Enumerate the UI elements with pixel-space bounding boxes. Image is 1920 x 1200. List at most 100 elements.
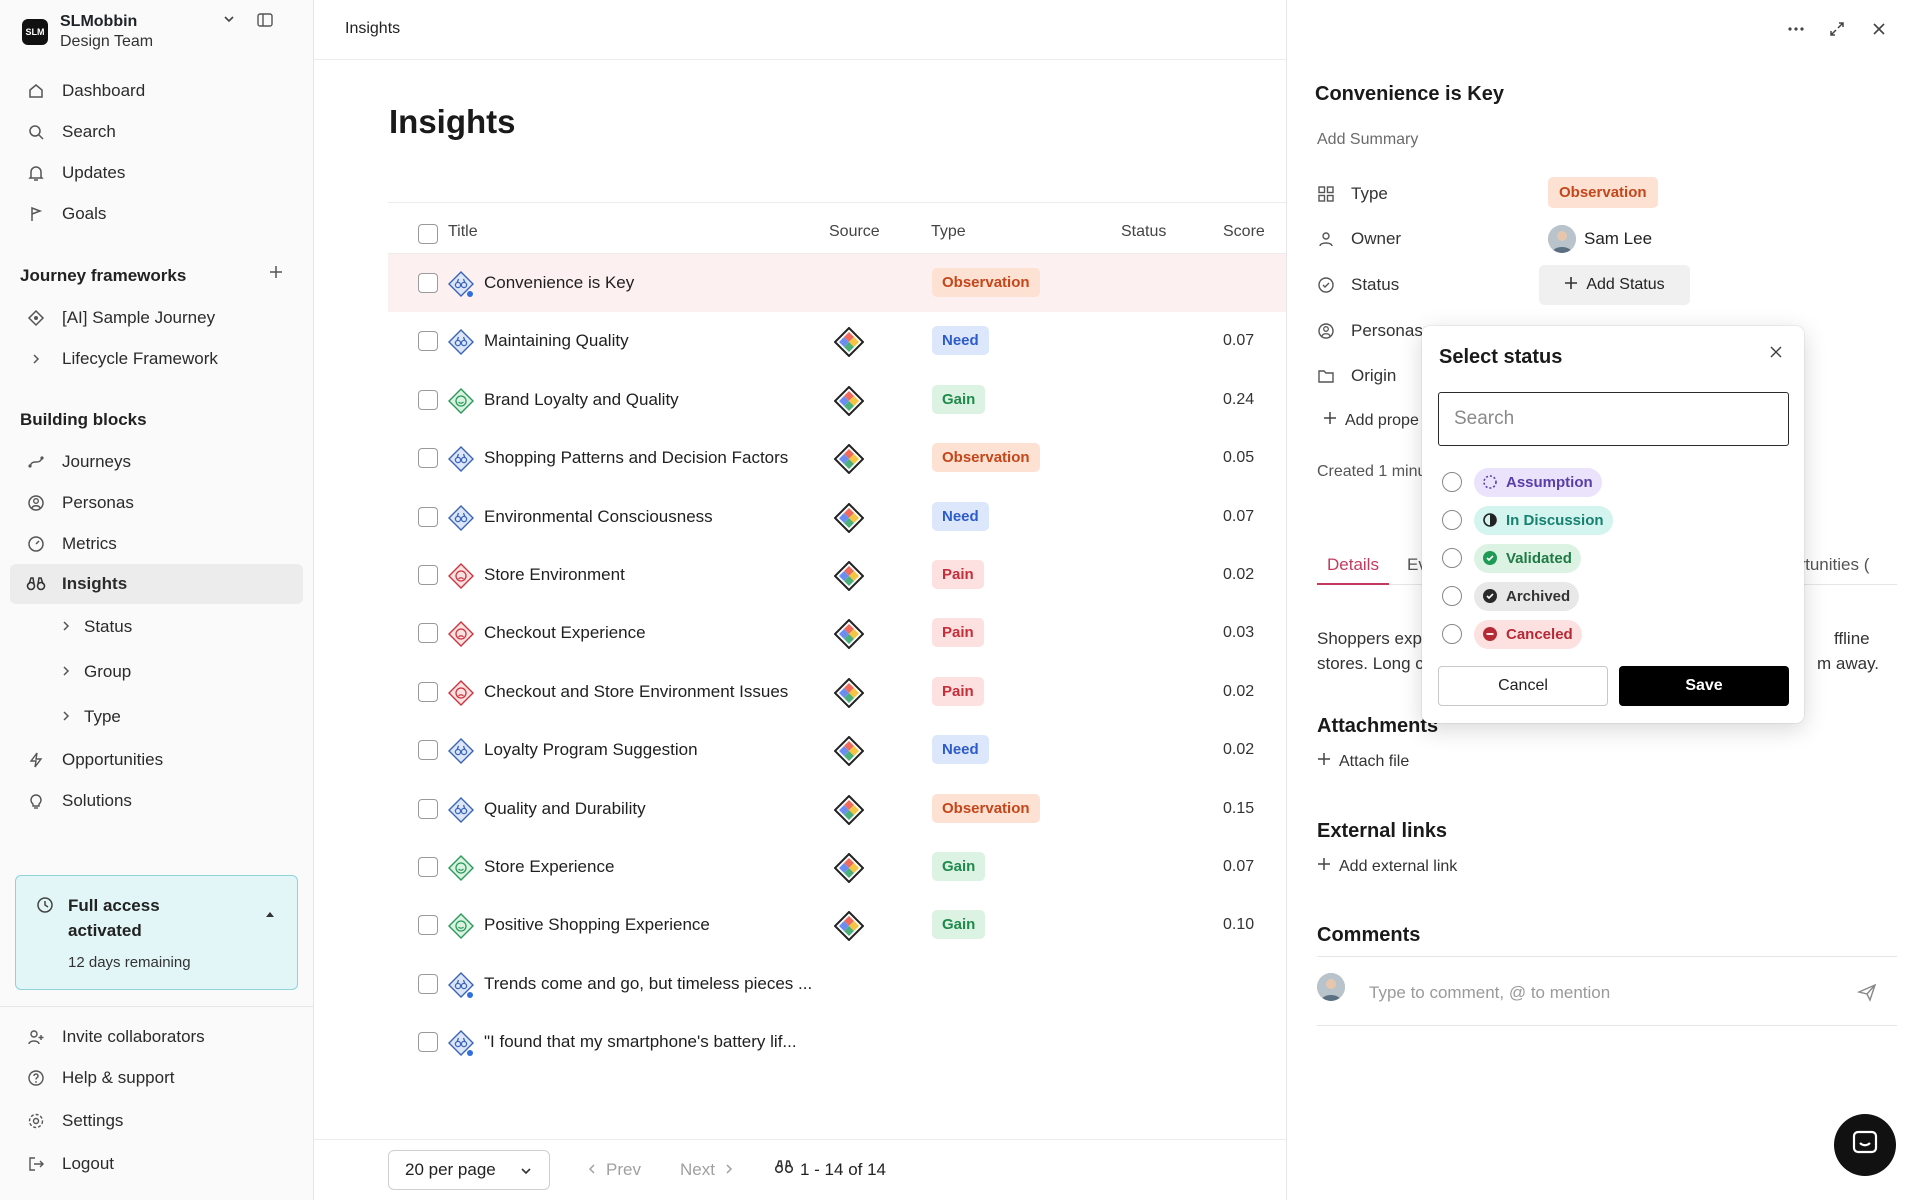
row-title[interactable]: Store Experience <box>484 856 615 876</box>
source-icon[interactable] <box>833 677 865 713</box>
type-badge[interactable]: Observation <box>932 268 1040 297</box>
collapse-sidebar-icon[interactable] <box>256 11 274 34</box>
status-option-validated[interactable]: Validated <box>1442 543 1581 573</box>
nav-insights-group[interactable]: Group <box>60 652 131 692</box>
close-icon[interactable] <box>1768 344 1784 365</box>
row-title[interactable]: Trends come and go, but timeless pieces … <box>484 973 813 993</box>
status-option-in-discussion[interactable]: In Discussion <box>1442 505 1613 535</box>
cancel-button[interactable]: Cancel <box>1438 666 1608 706</box>
expand-icon[interactable] <box>1828 20 1846 43</box>
table-row[interactable]: Checkout and Store Environment Issues Pai… <box>388 663 1286 721</box>
col-title[interactable]: Title <box>448 223 478 240</box>
add-external-link-button[interactable]: Add external link <box>1317 857 1457 876</box>
row-title[interactable]: Quality and Durability <box>484 798 646 818</box>
row-title[interactable]: Brand Loyalty and Quality <box>484 389 679 409</box>
add-summary[interactable]: Add Summary <box>1317 131 1419 148</box>
select-all-checkbox[interactable] <box>418 224 438 244</box>
table-row[interactable]: Store Environment Pain 0.02 <box>388 546 1286 604</box>
per-page-select[interactable]: 20 per page <box>388 1150 550 1190</box>
table-row[interactable]: Convenience is Key Observation <box>388 254 1286 313</box>
chevron-down-icon[interactable] <box>222 12 236 31</box>
row-checkbox[interactable] <box>418 856 438 877</box>
table-row[interactable]: "I found that my smartphone's battery li… <box>388 1013 1286 1071</box>
row-checkbox[interactable] <box>418 681 438 702</box>
nav-sample-journey[interactable]: [AI] Sample Journey <box>10 298 303 338</box>
source-icon[interactable] <box>833 443 865 479</box>
row-checkbox[interactable] <box>418 448 438 469</box>
nav-search[interactable]: Search <box>10 112 303 152</box>
attach-file-button[interactable]: Attach file <box>1317 752 1409 771</box>
table-row[interactable]: Checkout Experience Pain 0.03 <box>388 604 1286 662</box>
radio-button[interactable] <box>1442 624 1462 644</box>
row-title[interactable]: Environmental Consciousness <box>484 506 713 526</box>
nav-insights-status[interactable]: Status <box>60 607 132 647</box>
source-icon[interactable] <box>833 502 865 538</box>
type-badge[interactable]: Observation <box>1548 177 1658 208</box>
table-row[interactable]: Brand Loyalty and Quality Gain 0.24 <box>388 371 1286 429</box>
row-checkbox[interactable] <box>418 273 438 293</box>
caret-up-icon[interactable] <box>264 906 276 924</box>
source-icon[interactable] <box>833 560 865 596</box>
add-framework-icon[interactable] <box>268 264 284 285</box>
nav-metrics[interactable]: Metrics <box>10 524 303 564</box>
more-options-icon[interactable] <box>1787 20 1805 43</box>
table-row[interactable]: Trends come and go, but timeless pieces … <box>388 955 1286 1013</box>
col-type[interactable]: Type <box>931 223 966 240</box>
type-badge[interactable]: Need <box>932 501 989 531</box>
row-title[interactable]: Store Environment <box>484 564 625 584</box>
row-title[interactable]: Checkout Experience <box>484 623 646 643</box>
source-icon[interactable] <box>833 385 865 421</box>
row-checkbox[interactable] <box>418 564 438 585</box>
row-title[interactable]: Convenience is Key <box>484 273 635 292</box>
table-row[interactable]: Store Experience Gain 0.07 <box>388 838 1286 896</box>
next-button[interactable]: Next <box>680 1160 735 1180</box>
radio-button[interactable] <box>1442 548 1462 568</box>
comment-input[interactable]: Type to comment, @ to mention <box>1369 983 1611 1002</box>
row-checkbox[interactable] <box>418 389 438 410</box>
row-checkbox[interactable] <box>418 623 438 644</box>
nav-journeys[interactable]: Journeys <box>10 442 303 482</box>
nav-invite-collaborators[interactable]: Invite collaborators <box>10 1017 303 1057</box>
col-status[interactable]: Status <box>1121 223 1167 240</box>
status-option-archived[interactable]: Archived <box>1442 581 1580 611</box>
tab-opportunities[interactable]: ortunities ( <box>1790 555 1870 574</box>
table-row[interactable]: Positive Shopping Experience Gain 0.10 <box>388 896 1286 954</box>
type-badge[interactable]: Gain <box>932 910 986 940</box>
row-title[interactable]: Loyalty Program Suggestion <box>484 740 698 760</box>
nav-updates[interactable]: Updates <box>10 153 303 193</box>
row-title[interactable]: "I found that my smartphone's battery li… <box>484 1032 797 1052</box>
close-icon[interactable] <box>1870 20 1888 43</box>
nav-personas[interactable]: Personas <box>10 483 303 523</box>
type-badge[interactable]: Observation <box>932 443 1040 473</box>
type-badge[interactable]: Need <box>932 326 989 356</box>
type-badge[interactable]: Observation <box>932 793 1040 823</box>
table-row[interactable]: Quality and Durability Observation 0.15 <box>388 780 1286 838</box>
type-badge[interactable]: Gain <box>932 851 986 881</box>
nav-insights-type[interactable]: Type <box>60 697 121 737</box>
table-row[interactable]: Maintaining Quality Need 0.07 <box>388 312 1286 370</box>
add-property-button[interactable]: Add prope <box>1323 411 1419 430</box>
row-checkbox[interactable] <box>418 798 438 819</box>
source-icon[interactable] <box>833 794 865 830</box>
add-status-button[interactable]: Add Status <box>1539 265 1690 305</box>
tab-details[interactable]: Details <box>1317 555 1389 585</box>
trial-banner[interactable]: Full access activated 12 days remaining <box>15 875 298 990</box>
row-title[interactable]: Positive Shopping Experience <box>484 915 710 935</box>
nav-lifecycle-framework[interactable]: Lifecycle Framework <box>10 339 303 379</box>
type-badge[interactable]: Pain <box>932 618 984 648</box>
row-title[interactable]: Maintaining Quality <box>484 331 629 351</box>
table-row[interactable]: Shopping Patterns and Decision Factors Ob… <box>388 429 1286 487</box>
source-icon[interactable] <box>833 852 865 888</box>
radio-button[interactable] <box>1442 510 1462 530</box>
nav-help-support[interactable]: Help & support <box>10 1058 303 1098</box>
nav-opportunities[interactable]: Opportunities <box>10 740 303 780</box>
nav-insights[interactable]: Insights <box>10 564 303 604</box>
nav-logout[interactable]: Logout <box>10 1144 303 1184</box>
save-button[interactable]: Save <box>1619 666 1789 706</box>
comment-composer[interactable]: Type to comment, @ to mention <box>1317 956 1897 1026</box>
type-badge[interactable]: Pain <box>932 559 984 589</box>
type-badge[interactable]: Need <box>932 735 989 765</box>
source-icon[interactable] <box>833 618 865 654</box>
status-option-canceled[interactable]: Canceled <box>1442 619 1582 649</box>
insight-title[interactable]: Convenience is Key <box>1315 83 1504 105</box>
